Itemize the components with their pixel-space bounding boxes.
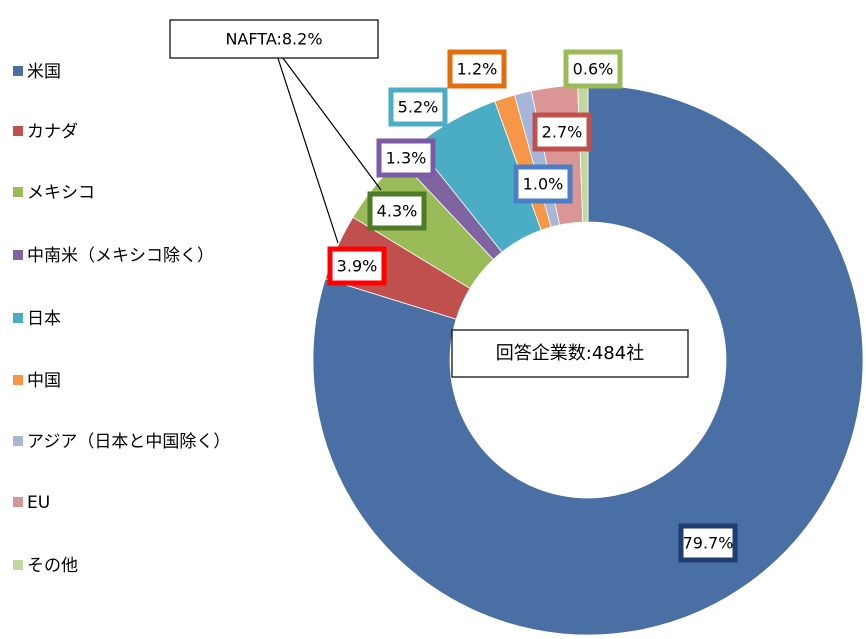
data-label-box: [447, 49, 507, 89]
data-label-box: [376, 138, 436, 178]
callout-line: [273, 45, 339, 244]
legend-swatch: [13, 436, 23, 446]
legend-swatch: [13, 187, 23, 197]
callout-line: [273, 45, 382, 191]
legend-swatch: [13, 497, 23, 507]
legend-label: EU: [27, 493, 50, 513]
donut-slice: [312, 84, 864, 636]
legend-label: カナダ: [27, 122, 78, 142]
data-label-box: [563, 49, 623, 89]
data-label: 3.9%: [337, 257, 378, 276]
legend-swatch: [13, 313, 23, 323]
data-label: 4.3%: [377, 202, 418, 221]
annotation: NAFTA:8.2%: [225, 30, 322, 49]
legend-swatch: [13, 66, 23, 76]
data-label-box: [388, 87, 448, 127]
annotation-box: [451, 329, 689, 378]
data-label: 1.3%: [386, 149, 427, 168]
data-label-box: [532, 112, 592, 152]
data-label: 2.7%: [542, 123, 583, 142]
annotation: 回答企業数:484社: [496, 343, 644, 364]
data-label: 1.0%: [523, 175, 564, 194]
data-label-box: [327, 246, 387, 286]
data-label-box: [367, 191, 427, 231]
legend-label: 中国: [27, 371, 61, 391]
legend-label: 日本: [27, 309, 61, 329]
legend-label: メキシコ: [27, 183, 95, 203]
legend-label: 米国: [27, 62, 61, 82]
data-label: 5.2%: [398, 98, 439, 117]
legend-label: その他: [27, 556, 78, 576]
legend-swatch: [13, 250, 23, 260]
legend-label: アジア（日本と中国除く）: [27, 432, 230, 452]
nafta-callout: NAFTA:8.2%: [169, 19, 382, 244]
legend-swatch: [13, 126, 23, 136]
data-label: 79.7%: [683, 534, 734, 553]
data-label: 0.6%: [573, 60, 614, 79]
data-label: 1.2%: [457, 60, 498, 79]
legend-swatch: [13, 375, 23, 385]
data-label-box: [513, 164, 573, 204]
annotation-box: [169, 19, 379, 59]
legend-label: 中南米（メキシコ除く）: [27, 246, 214, 266]
legend-swatch: [13, 560, 23, 570]
data-label-box: [678, 523, 738, 563]
